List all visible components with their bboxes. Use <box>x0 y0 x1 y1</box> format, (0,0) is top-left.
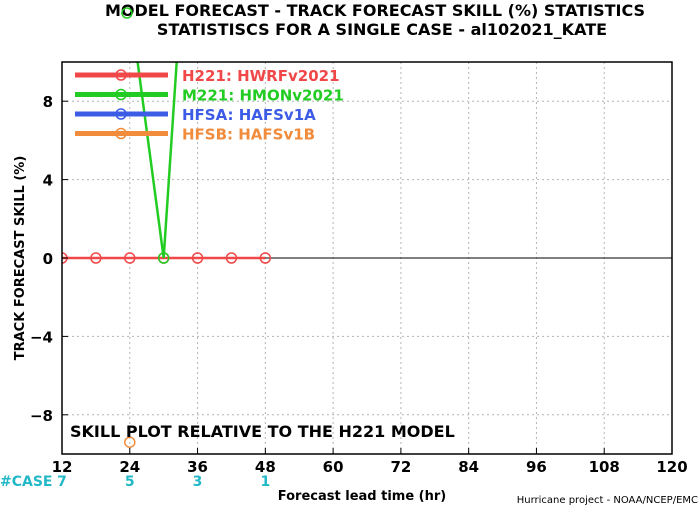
x-axis-ticks: 12 24 36 48 60 72 84 96 108 120 <box>52 448 688 476</box>
legend-marker-0 <box>115 69 127 81</box>
y-tick-label: 4 <box>43 172 53 190</box>
y-axis-label: TRACK FORECAST SKILL (%) <box>13 156 28 361</box>
x-tick-label: 72 <box>390 458 411 476</box>
x-axis-label: Forecast lead time (hr) <box>278 489 446 504</box>
legend-marker-1 <box>115 88 127 101</box>
case-counts: 7 5 3 1 <box>57 474 270 490</box>
y-tick-label: −4 <box>30 328 53 346</box>
y-tick-label: −8 <box>30 407 53 425</box>
legend-marker-2 <box>115 108 127 120</box>
legend-marker-3 <box>115 127 127 140</box>
x-tick-label: 36 <box>187 458 208 476</box>
chart-title: MODEL FORECAST - TRACK FORECAST SKILL (%… <box>105 1 645 20</box>
series-layer <box>62 62 272 448</box>
case-count: 7 <box>57 474 67 490</box>
series-0-point <box>259 252 272 264</box>
series-0-point <box>225 252 238 264</box>
x-tick-label: 96 <box>526 458 547 476</box>
x-tick-label: 48 <box>255 458 276 476</box>
y-tick-label: 8 <box>43 93 53 111</box>
x-tick-label: 12 <box>52 458 73 476</box>
y-tick-label: 0 <box>43 250 53 268</box>
skill-annotation: SKILL PLOT RELATIVE TO THE H221 MODEL <box>70 422 455 441</box>
series-1-point-offscale <box>121 7 133 19</box>
legend-label-1: M221: HMONv2021 <box>182 87 344 105</box>
series-markers-outside <box>121 7 133 19</box>
case-count: 3 <box>193 474 203 490</box>
series-3-point <box>124 436 136 448</box>
y-axis-ticks: −8 −4 0 4 8 <box>30 93 68 425</box>
legend-label-3: HFSB: HAFSv1B <box>182 126 315 144</box>
legend-label-0: H221: HWRFv2021 <box>182 67 340 85</box>
chart-subtitle: STATISTISCS FOR A SINGLE CASE - al102021… <box>157 20 607 39</box>
case-count: 1 <box>260 474 270 490</box>
series-0-point <box>191 252 204 264</box>
x-tick-label: 84 <box>458 458 479 476</box>
series-1-point <box>157 252 170 264</box>
case-count-label: #CASE <box>0 474 53 490</box>
series-0-point <box>90 252 102 264</box>
series-1-line <box>136 62 178 259</box>
legend-label-2: HFSA: HAFSv1A <box>182 106 316 124</box>
x-tick-label: 120 <box>656 458 687 476</box>
x-tick-label: 60 <box>323 458 344 476</box>
credit-text: Hurricane project - NOAA/NCEP/EMC <box>517 495 698 506</box>
x-tick-label: 108 <box>589 458 620 476</box>
series-0-point <box>124 252 136 264</box>
case-count: 5 <box>125 474 135 490</box>
x-tick-label: 24 <box>119 458 140 476</box>
